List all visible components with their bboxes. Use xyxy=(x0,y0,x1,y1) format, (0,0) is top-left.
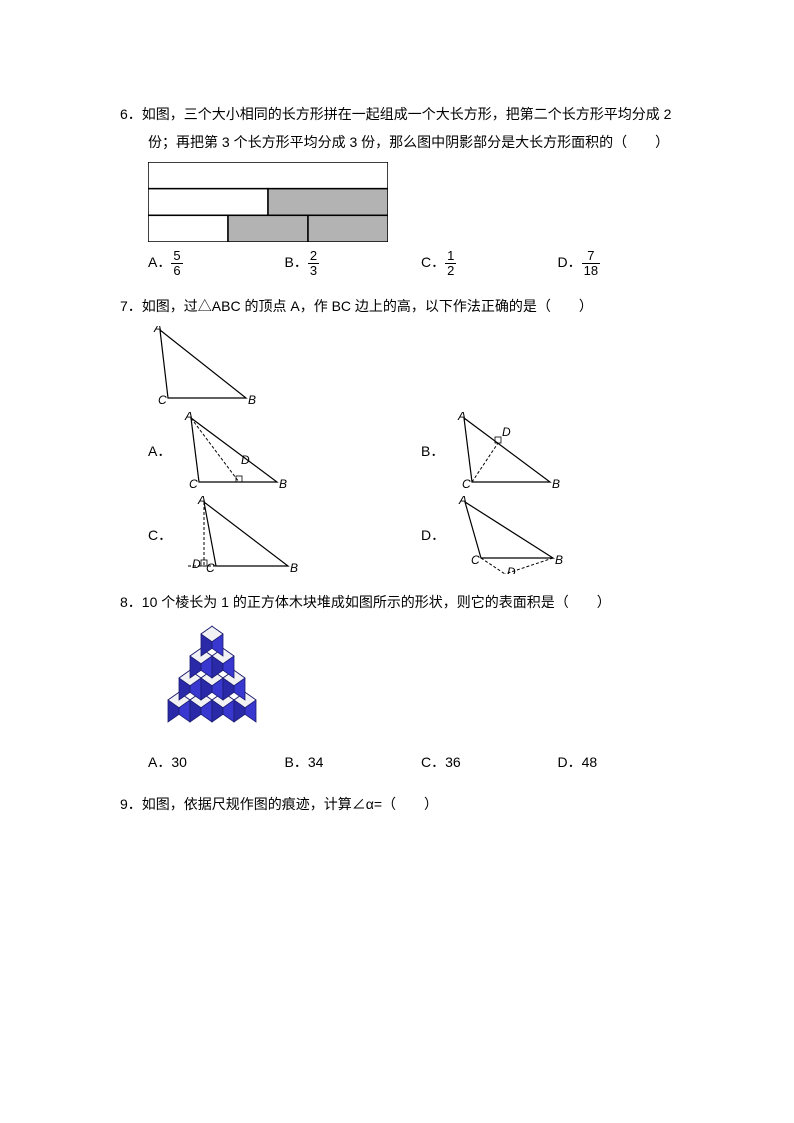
q6-option-b: B．23 xyxy=(285,248,422,278)
q6-option-d: D．718 xyxy=(558,248,695,278)
q7-option-b: B． ACBD xyxy=(421,412,694,490)
q7-option-d: D． ACBD xyxy=(421,496,694,574)
svg-text:C: C xyxy=(189,477,198,490)
svg-text:C: C xyxy=(158,393,167,406)
svg-text:D: D xyxy=(507,565,516,574)
svg-text:D: D xyxy=(241,453,250,467)
q7-ref-diagram: A C B xyxy=(148,326,694,406)
svg-text:B: B xyxy=(555,553,563,567)
q7-option-c: C． ACBD xyxy=(148,496,421,574)
svg-text:B: B xyxy=(279,477,287,490)
q8-option-d: D．48 xyxy=(558,748,695,776)
q8-option-c: C．36 xyxy=(421,748,558,776)
q6-text-line2: 份；再把第 3 个长方形平均分成 3 份，那么图中阴影部分是大长方形面积的（ ） xyxy=(120,128,694,156)
question-6: 6．如图，三个大小相同的长方形拼在一起组成一个大长方形，把第二个长方形平均分成 … xyxy=(120,100,694,278)
svg-text:C: C xyxy=(462,477,471,490)
svg-text:A: A xyxy=(458,496,467,507)
q6-options: A．56 B．23 C．12 D．718 xyxy=(120,248,694,278)
question-7: 7．如图，过△ABC 的顶点 A，作 BC 边上的高，以下作法正确的是（ ） A… xyxy=(120,292,694,574)
q8-option-b: B．34 xyxy=(285,748,422,776)
svg-text:C: C xyxy=(206,561,215,574)
svg-text:B: B xyxy=(248,393,256,406)
q6-option-c: C．12 xyxy=(421,248,558,278)
svg-text:A: A xyxy=(457,412,466,423)
q7-text: 7．如图，过△ABC 的顶点 A，作 BC 边上的高，以下作法正确的是（ ） xyxy=(120,292,694,320)
q6-text-line1: 6．如图，三个大小相同的长方形拼在一起组成一个大长方形，把第二个长方形平均分成 … xyxy=(120,100,694,128)
svg-text:A: A xyxy=(184,412,193,423)
q6-diagram xyxy=(148,162,694,242)
svg-text:A: A xyxy=(197,496,206,507)
q6-option-a: A．56 xyxy=(148,248,285,278)
question-8: 8．10 个棱长为 1 的正方体木块堆成如图所示的形状，则它的表面积是（ ） A… xyxy=(120,588,694,776)
svg-text:D: D xyxy=(192,557,201,571)
q9-text: 9．如图，依据尺规作图的痕迹，计算∠α=（ ） xyxy=(120,790,694,818)
q8-option-a: A．30 xyxy=(148,748,285,776)
svg-text:D: D xyxy=(502,425,511,439)
svg-text:C: C xyxy=(471,553,480,567)
svg-text:B: B xyxy=(290,561,298,574)
q8-diagram xyxy=(148,622,694,742)
q8-options: A．30 B．34 C．36 D．48 xyxy=(120,748,694,776)
q7-option-a: A． ACBD xyxy=(148,412,421,490)
question-9: 9．如图，依据尺规作图的痕迹，计算∠α=（ ） xyxy=(120,790,694,818)
q8-text: 8．10 个棱长为 1 的正方体木块堆成如图所示的形状，则它的表面积是（ ） xyxy=(120,588,694,616)
svg-text:B: B xyxy=(552,477,560,490)
svg-text:A: A xyxy=(153,326,162,335)
